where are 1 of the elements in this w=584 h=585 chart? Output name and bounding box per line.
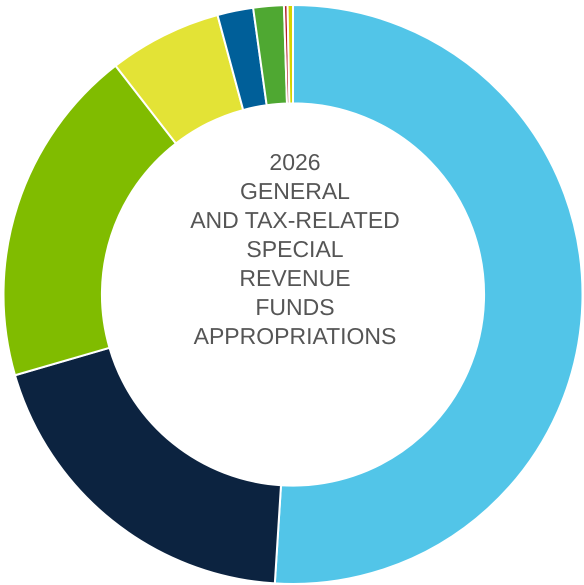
text: 2026 GENERAL AND TAX-RELATED SPECIAL REVENUE FUNDS APPROPRIATIONS [189, 148, 401, 351]
